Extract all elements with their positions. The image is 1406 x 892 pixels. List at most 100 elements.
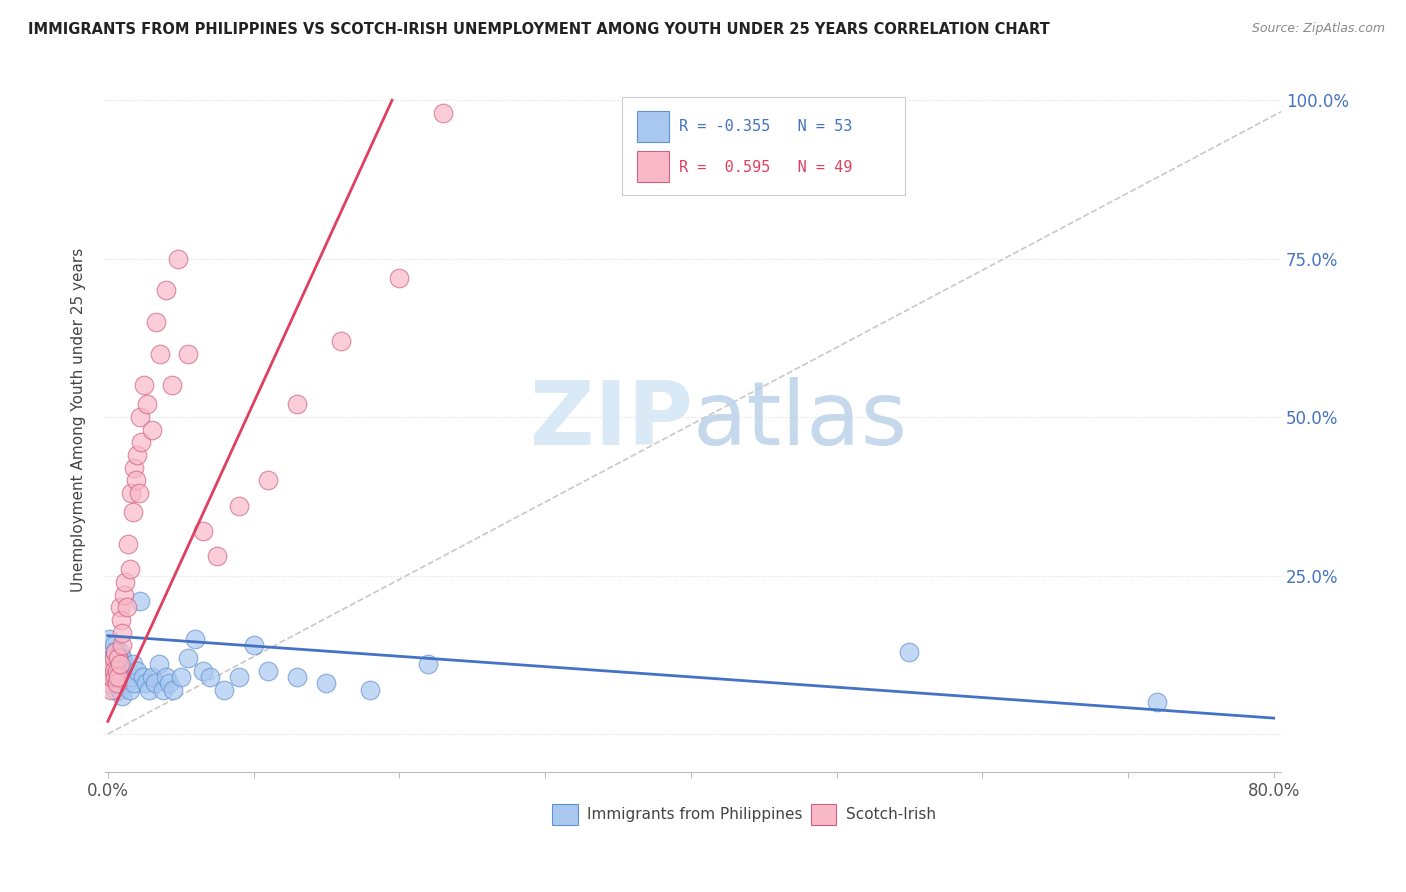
Point [124, 474, 146, 488]
Point [98, 632, 121, 646]
Text: ZIP: ZIP [530, 376, 693, 464]
Point [101, 670, 124, 684]
Point [107, 651, 129, 665]
Point [100, 670, 122, 684]
Point [104, 670, 127, 684]
Point [101, 670, 124, 684]
Point [108, 657, 131, 672]
Text: IMMIGRANTS FROM PHILIPPINES VS SCOTCH-IRISH UNEMPLOYMENT AMONG YOUTH UNDER 25 YE: IMMIGRANTS FROM PHILIPPINES VS SCOTCH-IR… [28, 22, 1050, 37]
Point [157, 676, 180, 690]
Point [214, 682, 236, 697]
Point [121, 505, 143, 519]
Point [112, 657, 135, 672]
Point [418, 657, 440, 672]
Point [105, 664, 128, 678]
Point [228, 499, 250, 513]
Point [105, 651, 128, 665]
Point [155, 283, 177, 297]
Point [129, 594, 152, 608]
Point [184, 632, 207, 646]
Point [1146, 695, 1168, 709]
Point [103, 638, 125, 652]
Point [107, 670, 129, 684]
Point [103, 651, 125, 665]
Point [105, 664, 128, 678]
Point [100, 664, 122, 678]
Point [128, 486, 150, 500]
Point [111, 689, 134, 703]
Point [103, 664, 125, 678]
Point [110, 664, 132, 678]
Point [432, 106, 454, 120]
Point [191, 524, 214, 538]
Point [138, 682, 160, 697]
Point [285, 670, 308, 684]
Text: Immigrants from Philippines: Immigrants from Philippines [588, 806, 803, 822]
Point [160, 378, 183, 392]
Point [120, 670, 142, 684]
Point [117, 537, 139, 551]
Point [110, 613, 132, 627]
Point [191, 664, 214, 678]
Point [117, 664, 139, 678]
Point [101, 651, 124, 665]
Point [122, 676, 145, 690]
Point [898, 644, 921, 658]
Point [104, 644, 127, 658]
Text: R =  0.595   N = 49: R = 0.595 N = 49 [679, 160, 852, 175]
Text: Source: ZipAtlas.com: Source: ZipAtlas.com [1251, 22, 1385, 36]
Text: Scotch-Irish: Scotch-Irish [846, 806, 936, 822]
Point [105, 676, 128, 690]
Point [118, 682, 141, 697]
Point [108, 644, 131, 658]
Point [166, 252, 188, 266]
Point [170, 670, 193, 684]
Point [143, 676, 166, 690]
Point [141, 423, 163, 437]
Bar [553, 804, 578, 825]
Point [177, 651, 200, 665]
Point [149, 347, 172, 361]
Point [100, 644, 122, 658]
Point [122, 460, 145, 475]
Point [125, 664, 148, 678]
Point [129, 410, 152, 425]
Point [177, 347, 200, 361]
Point [141, 670, 163, 684]
Point [132, 670, 155, 684]
Point [114, 670, 136, 684]
Point [330, 334, 353, 348]
Point [242, 638, 264, 652]
Point [100, 682, 122, 697]
Point [205, 549, 228, 564]
Point [388, 270, 411, 285]
Point [111, 651, 134, 665]
Text: R = -0.355   N = 53: R = -0.355 N = 53 [679, 120, 852, 135]
Point [108, 600, 131, 615]
Point [115, 600, 138, 615]
FancyBboxPatch shape [623, 96, 904, 195]
Point [121, 657, 143, 672]
Point [125, 448, 148, 462]
Point [101, 657, 124, 672]
Point [107, 676, 129, 690]
Point [155, 670, 177, 684]
Point [198, 670, 221, 684]
Y-axis label: Unemployment Among Youth under 25 years: Unemployment Among Youth under 25 years [72, 248, 86, 592]
Point [104, 644, 127, 658]
Point [107, 657, 129, 672]
Point [315, 676, 337, 690]
Point [98, 664, 121, 678]
Point [108, 682, 131, 697]
Point [111, 625, 134, 640]
Point [148, 657, 170, 672]
Point [257, 664, 280, 678]
Point [136, 397, 159, 411]
Point [118, 562, 141, 576]
Point [134, 378, 156, 392]
Bar [811, 804, 837, 825]
Text: atlas: atlas [693, 376, 908, 464]
Point [103, 676, 125, 690]
Point [111, 638, 134, 652]
Point [135, 676, 157, 690]
